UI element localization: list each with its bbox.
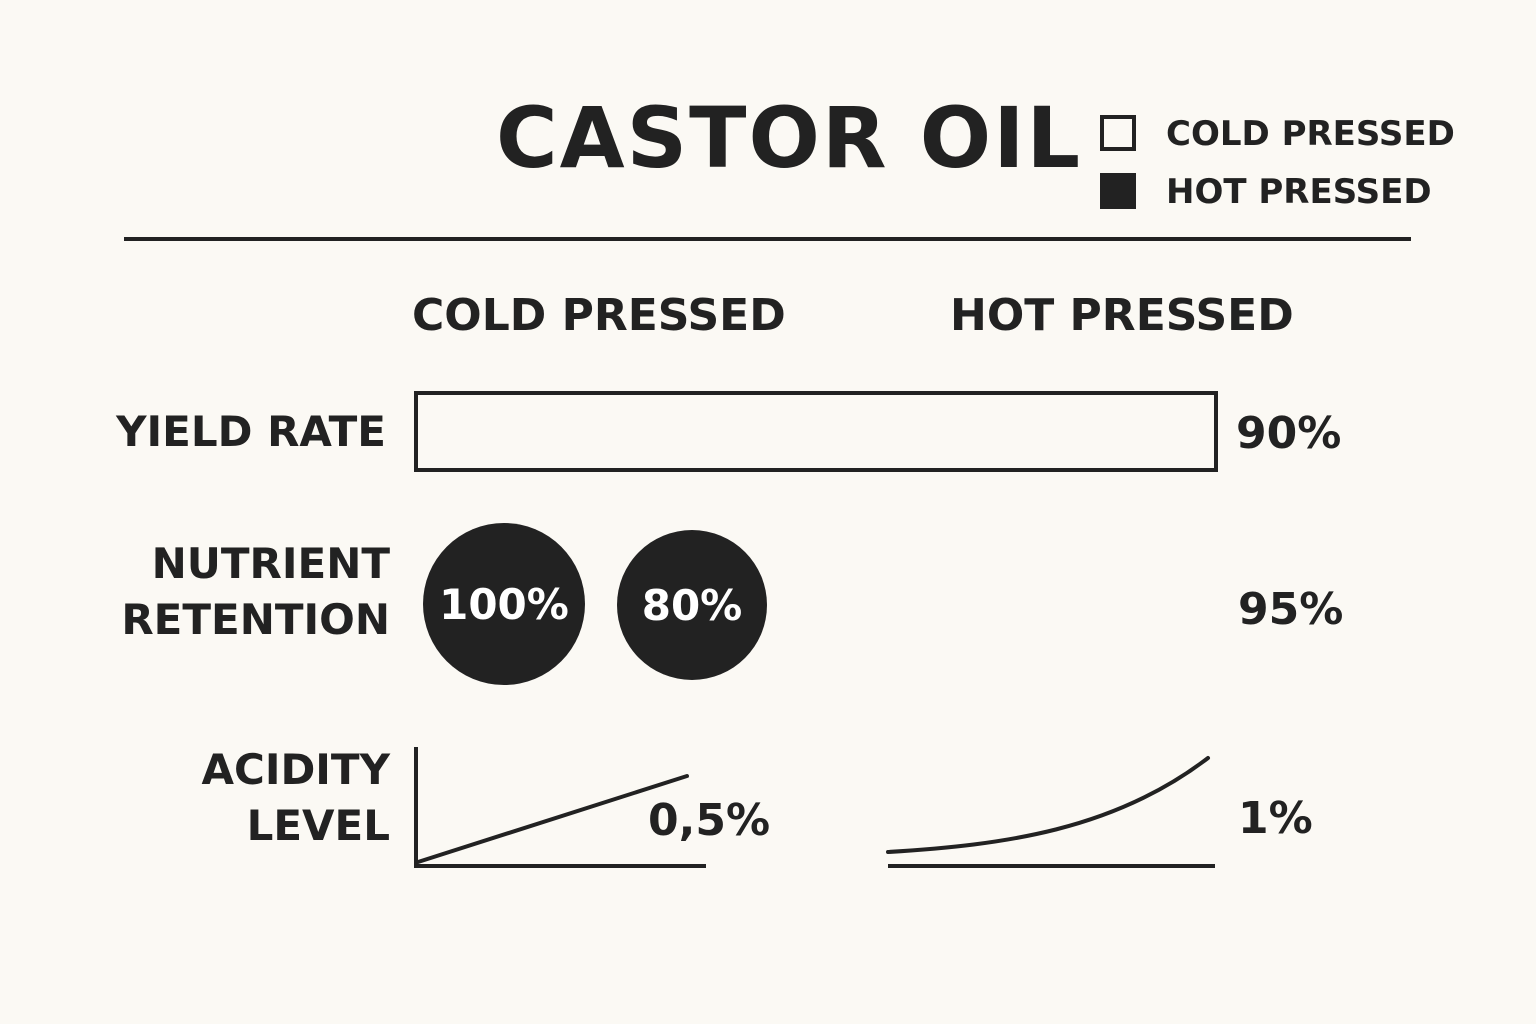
legend-swatch-cold-pressed [1100,115,1136,151]
column-header-cold-pressed: COLD PRESSED [412,290,786,341]
row-label-nutrient-retention-line1: NUTRIENT [151,539,390,588]
page-title: CASTOR OIL [496,89,1082,187]
column-header-hot-pressed: HOT PRESSED [950,290,1294,341]
yield-rate-value: 90% [1236,408,1342,459]
legend-label-hot-pressed: HOT PRESSED [1166,172,1432,212]
legend-swatch-hot-pressed [1100,173,1136,209]
yield-rate-bar-fill [418,395,1214,468]
row-label-nutrient-retention: NUTRIENT RETENTION [121,536,390,648]
nutrient-circle-hot: 80% [617,530,767,680]
acidity-cold-trend-line [416,774,689,864]
row-label-yield-rate: YIELD RATE [116,407,386,456]
row-label-acidity-level-line1: ACIDITY [201,745,390,794]
row-label-acidity-level: ACIDITY LEVEL [201,742,390,854]
row-label-acidity-level-line2: LEVEL [246,801,390,850]
yield-rate-bar [414,391,1218,472]
acidity-cold-mini-chart [414,747,706,868]
acidity-hot-trend-curve [886,756,1210,854]
acidity-hot-mini-chart [886,756,1215,868]
header-divider [124,237,1411,241]
acidity-cold-value: 0,5% [648,795,771,846]
nutrient-circle-cold: 100% [423,523,585,685]
acidity-hot-value: 1% [1238,793,1313,844]
legend-label-cold-pressed: COLD PRESSED [1166,114,1455,154]
row-label-nutrient-retention-line2: RETENTION [121,595,390,644]
nutrient-retention-value: 95% [1238,584,1344,635]
